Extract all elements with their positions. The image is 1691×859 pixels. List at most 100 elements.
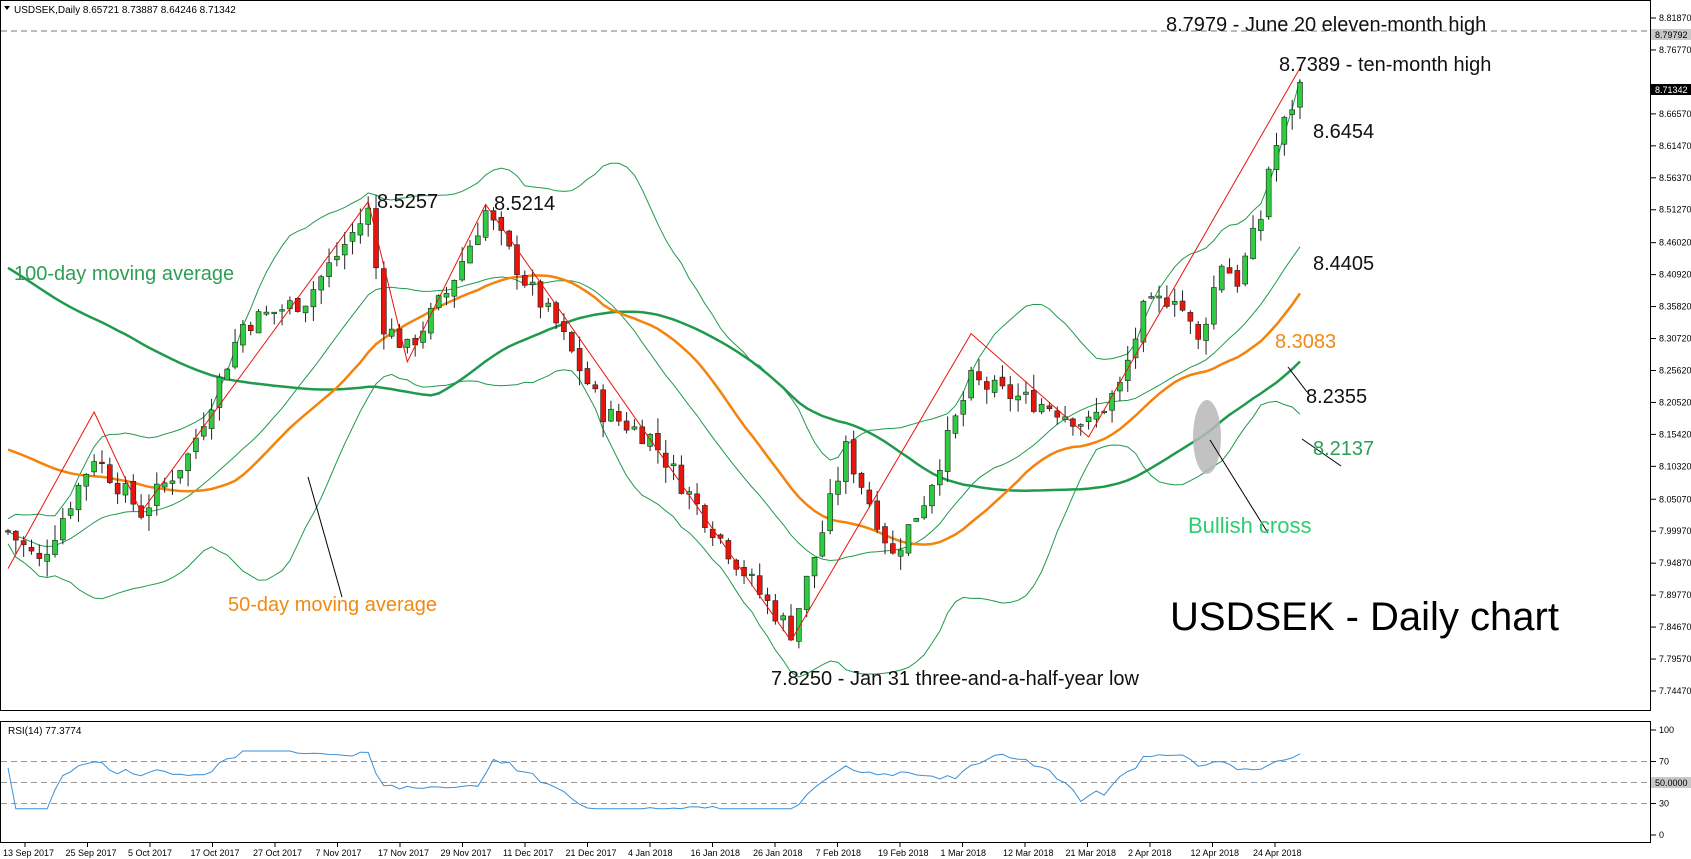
candle-body [811, 557, 818, 577]
rsi-panel [0, 721, 1651, 843]
candle-body [764, 594, 771, 601]
price-tick-label: 8.25620 [1659, 365, 1691, 375]
candle-body [929, 484, 935, 507]
candle-body [568, 332, 575, 352]
price-axis: 8.81870 8.76770 8.66570 8.61470 8.56370 8.512… [1651, 13, 1691, 696]
candle-body [279, 309, 285, 312]
candle-body [1203, 323, 1209, 341]
candle-body [686, 491, 693, 495]
candle-body [60, 518, 66, 541]
candle-body [482, 210, 489, 238]
candle-body [255, 311, 262, 334]
candle-body [905, 524, 912, 554]
bollinger-lower [7, 369, 1301, 678]
candle-body [1187, 312, 1194, 322]
candle-body [608, 408, 614, 422]
candle-body [247, 324, 254, 331]
time-tick-label: 21 Dec 2017 [566, 848, 617, 858]
candle-body [733, 559, 740, 570]
time-tick-label: 25 Sep 2017 [66, 848, 117, 858]
candle-body [130, 481, 137, 505]
candle-body [428, 307, 434, 334]
candle-body [1132, 338, 1139, 359]
ma100-name-label: 100-day moving average [14, 263, 234, 285]
candle-body [576, 348, 583, 372]
candle-body [52, 539, 58, 555]
candle-body [83, 473, 90, 487]
candle-body [1023, 391, 1029, 395]
candle-body [835, 480, 841, 495]
candle-body [1179, 300, 1186, 311]
candle-body [146, 507, 152, 517]
candle-body [529, 281, 536, 285]
candle-body [5, 530, 11, 533]
candle-body [725, 540, 732, 560]
price-tick-label: 8.66570 [1659, 109, 1691, 119]
rsi-tick-label: 0 [1659, 830, 1664, 840]
zigzag-trend-line [7, 67, 1301, 642]
candle-body [882, 526, 888, 544]
price-tick-label: 8.76770 [1659, 45, 1691, 55]
rsi-line [7, 750, 1301, 810]
candle-body [1015, 395, 1021, 401]
candle-body [451, 280, 458, 297]
candle-body [13, 530, 19, 541]
candle-body [1085, 416, 1092, 422]
candle-body [631, 426, 638, 430]
price-tick-label: 8.05070 [1659, 494, 1691, 504]
candle-body [991, 379, 998, 393]
candle-body [1030, 389, 1037, 412]
candle-body [584, 368, 591, 385]
price-tick-label: 8.15420 [1659, 429, 1691, 439]
candle-body [263, 311, 270, 315]
mid-band-label: 8.4405 [1313, 253, 1374, 275]
candle-body [1171, 300, 1178, 305]
candle-body [976, 371, 982, 381]
candle-body [514, 244, 520, 275]
candle-body [623, 420, 630, 431]
candle-body [1093, 411, 1100, 420]
price-tick-label: 8.81870 [1659, 13, 1691, 23]
bullish-cross-marker [1193, 400, 1221, 474]
bullish-cross-pointer [1209, 439, 1269, 534]
time-tick-label: 29 Nov 2017 [441, 848, 492, 858]
candle-body [475, 235, 481, 245]
candle-body [435, 295, 442, 309]
lower-band-label: 8.2355 [1306, 386, 1367, 408]
price-tick-label: 7.99970 [1659, 526, 1691, 536]
candle-body [1156, 295, 1162, 299]
candle-body [1007, 384, 1014, 399]
candle-body [185, 453, 191, 472]
candle-body [537, 281, 544, 308]
ma50-value-label: 8.3083 [1275, 331, 1336, 353]
candle-body [983, 381, 990, 390]
candle-body [803, 575, 810, 610]
time-tick-label: 26 Jan 2018 [753, 848, 803, 858]
ma50-name-label: 50-day moving average [228, 594, 437, 616]
time-tick-label: 4 Jan 2018 [628, 848, 673, 858]
price-tick-label: 7.84670 [1659, 622, 1691, 632]
candle-body [1297, 81, 1303, 108]
candle-body [897, 549, 904, 557]
candle-body [850, 439, 857, 475]
candle-body [553, 302, 559, 324]
candle-body [153, 483, 160, 506]
candle-body [365, 207, 371, 225]
candle-body [756, 575, 763, 595]
rsi-tick-label: 70 [1659, 757, 1669, 767]
candle-body [28, 547, 35, 552]
candle-body [1273, 145, 1280, 170]
time-tick-label: 13 Sep 2017 [3, 848, 54, 858]
candle-body [937, 470, 943, 486]
candle-body [310, 289, 317, 308]
candle-body [772, 600, 779, 622]
time-tick-label: 16 Jan 2018 [691, 848, 741, 858]
candle-body [639, 426, 646, 445]
candle-body [122, 483, 129, 496]
rsi-axis: 100 70 30 0 [1, 725, 1674, 840]
candle-body [114, 482, 121, 495]
candle-body [1054, 410, 1061, 418]
bollinger-upper [7, 79, 1301, 520]
collapse-arrow-icon[interactable] [4, 6, 10, 10]
candle-body [373, 208, 379, 269]
